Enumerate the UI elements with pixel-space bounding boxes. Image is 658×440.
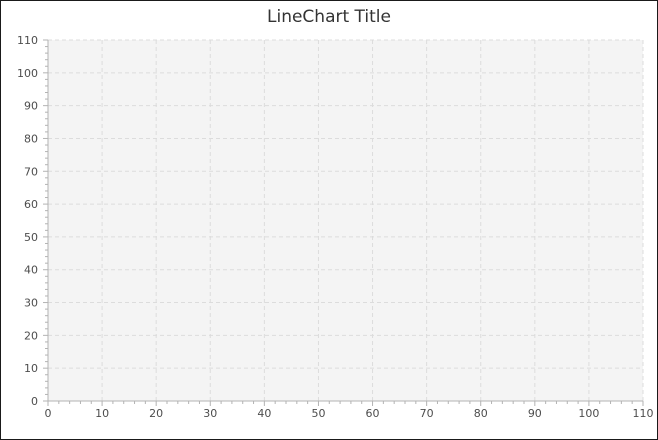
x-tick-label: 70 (420, 407, 434, 420)
grid-lines (48, 39, 644, 401)
y-tick-label: 60 (24, 198, 38, 211)
chart-title: LineChart Title (267, 7, 391, 27)
y-tick-label: 0 (31, 395, 38, 408)
y-tick-label: 110 (17, 34, 38, 47)
x-tick-label: 30 (203, 407, 217, 420)
plot-area (48, 40, 643, 401)
x-axis-ticks: 0 10 20 30 40 50 60 70 80 90 100 110 (45, 401, 654, 420)
x-tick-label: 100 (578, 407, 599, 420)
x-tick-label: 40 (257, 407, 271, 420)
x-tick-label: 110 (633, 407, 654, 420)
x-tick-label: 60 (366, 407, 380, 420)
y-tick-label: 80 (24, 132, 38, 145)
x-tick-label: 90 (528, 407, 542, 420)
y-tick-label: 50 (24, 231, 38, 244)
x-tick-label: 10 (95, 407, 109, 420)
x-tick-label: 50 (311, 407, 325, 420)
y-tick-label: 10 (24, 362, 38, 375)
y-tick-label: 90 (24, 100, 38, 113)
y-tick-label: 20 (24, 329, 38, 342)
y-tick-label: 30 (24, 297, 38, 310)
axes (47, 40, 643, 402)
y-tick-label: 40 (24, 264, 38, 277)
y-axis-ticks: 0 10 20 30 40 50 60 70 80 90 100 110 (17, 34, 48, 408)
x-tick-label: 80 (474, 407, 488, 420)
y-tick-label: 100 (17, 67, 38, 80)
x-tick-label: 0 (45, 407, 52, 420)
y-tick-label: 70 (24, 165, 38, 178)
x-tick-label: 20 (149, 407, 163, 420)
